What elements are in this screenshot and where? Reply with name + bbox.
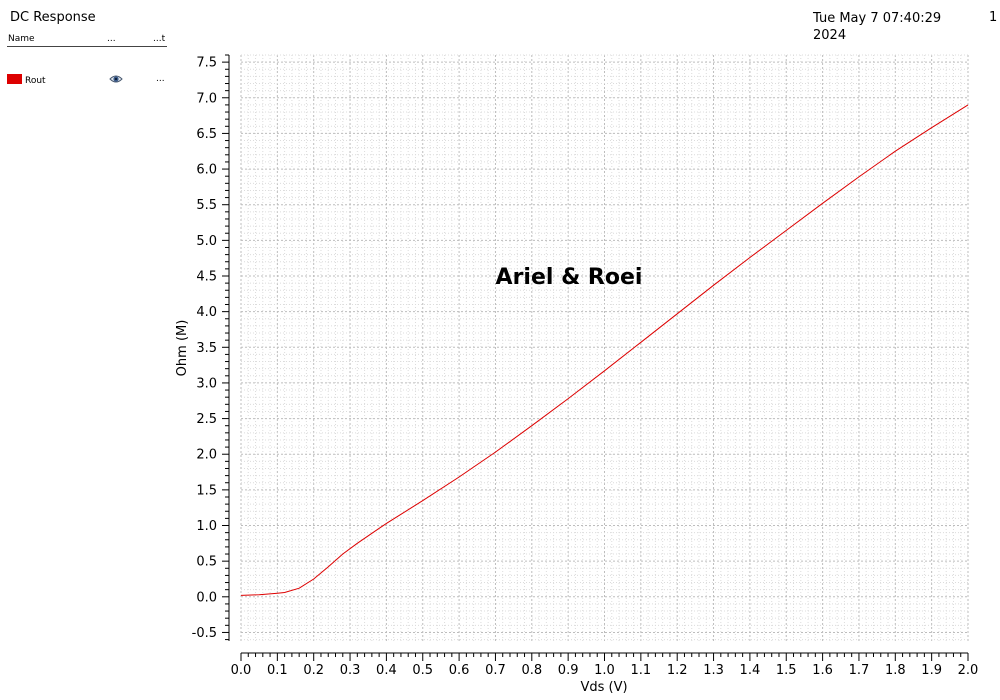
y-tick-label: 4.0 bbox=[196, 305, 217, 320]
legend-item-rout[interactable]: Rout ... bbox=[7, 74, 167, 88]
series-color-swatch[interactable] bbox=[7, 74, 22, 84]
x-tick-label: 0.0 bbox=[231, 663, 252, 678]
y-tick-label: 1.5 bbox=[196, 483, 217, 498]
y-tick-label: 7.0 bbox=[196, 91, 217, 106]
chart-grid bbox=[240, 54, 969, 641]
x-tick-label: 0.3 bbox=[340, 663, 361, 678]
legend-column-name[interactable]: Name bbox=[8, 34, 35, 44]
y-tick-label: 2.0 bbox=[196, 448, 217, 463]
y-tick-label: 6.5 bbox=[196, 127, 217, 142]
y-tick-label: 5.0 bbox=[196, 234, 217, 249]
x-tick-label: 0.4 bbox=[376, 663, 397, 678]
x-tick-label: 1.4 bbox=[740, 663, 761, 678]
y-tick-label: 7.5 bbox=[196, 56, 217, 71]
x-tick-label: 1.1 bbox=[631, 663, 652, 678]
y-axis-label: Ohm (M) bbox=[175, 320, 190, 377]
y-tick-label: 6.0 bbox=[196, 163, 217, 178]
legend-item-label: Rout bbox=[25, 76, 46, 86]
y-tick-label: 3.5 bbox=[196, 341, 217, 356]
x-tick-label: 0.6 bbox=[449, 663, 470, 678]
x-tick-label: 1.5 bbox=[776, 663, 797, 678]
y-tick-label: 1.0 bbox=[196, 519, 217, 534]
x-tick-label: 1.7 bbox=[849, 663, 870, 678]
chart-annotation: Ariel & Roei bbox=[496, 265, 643, 290]
y-tick-label: 0.5 bbox=[196, 555, 217, 570]
timestamp: Tue May 7 07:40:29 2024 bbox=[813, 11, 942, 43]
x-tick-label: 0.8 bbox=[521, 663, 542, 678]
x-tick-label: 1.0 bbox=[594, 663, 615, 678]
page-title: DC Response bbox=[10, 10, 96, 25]
legend-column-other[interactable]: ...t bbox=[153, 34, 166, 44]
y-tick-label: 0.0 bbox=[196, 590, 217, 605]
series-line-rout bbox=[240, 104, 969, 596]
y-tick-label: -0.5 bbox=[192, 626, 217, 641]
x-tick-label: 0.7 bbox=[485, 663, 506, 678]
x-tick-label: 1.2 bbox=[667, 663, 688, 678]
x-tick-label: 1.9 bbox=[921, 663, 942, 678]
eye-icon[interactable] bbox=[109, 73, 123, 85]
x-tick-label: 2.0 bbox=[958, 663, 979, 678]
legend-column-visibility[interactable]: ... bbox=[107, 34, 116, 44]
x-tick-label: 0.5 bbox=[412, 663, 433, 678]
x-axis-label: Vds (V) bbox=[580, 680, 627, 695]
x-tick-label: 1.6 bbox=[812, 663, 833, 678]
y-tick-label: 4.5 bbox=[196, 269, 217, 284]
x-tick-label: 0.1 bbox=[267, 663, 288, 678]
x-tick-label: 1.8 bbox=[885, 663, 906, 678]
y-tick-label: 5.5 bbox=[196, 198, 217, 213]
legend-item-more[interactable]: ... bbox=[156, 74, 165, 84]
x-tick-label: 0.9 bbox=[558, 663, 579, 678]
x-tick-label: 0.2 bbox=[303, 663, 324, 678]
legend-header: Name ... ...t bbox=[7, 33, 167, 47]
y-tick-label: 2.5 bbox=[196, 412, 217, 427]
x-tick-label: 1.3 bbox=[703, 663, 724, 678]
chart-series bbox=[240, 104, 969, 596]
y-tick-label: 3.0 bbox=[196, 376, 217, 391]
chart-axes: 7.5 7.0 6.5 6.0 5.5 5.0 4.5 4.0 3.5 3.0 2.5 2.0 1.5 1… bbox=[192, 54, 979, 678]
page-number: 1 bbox=[989, 10, 998, 25]
